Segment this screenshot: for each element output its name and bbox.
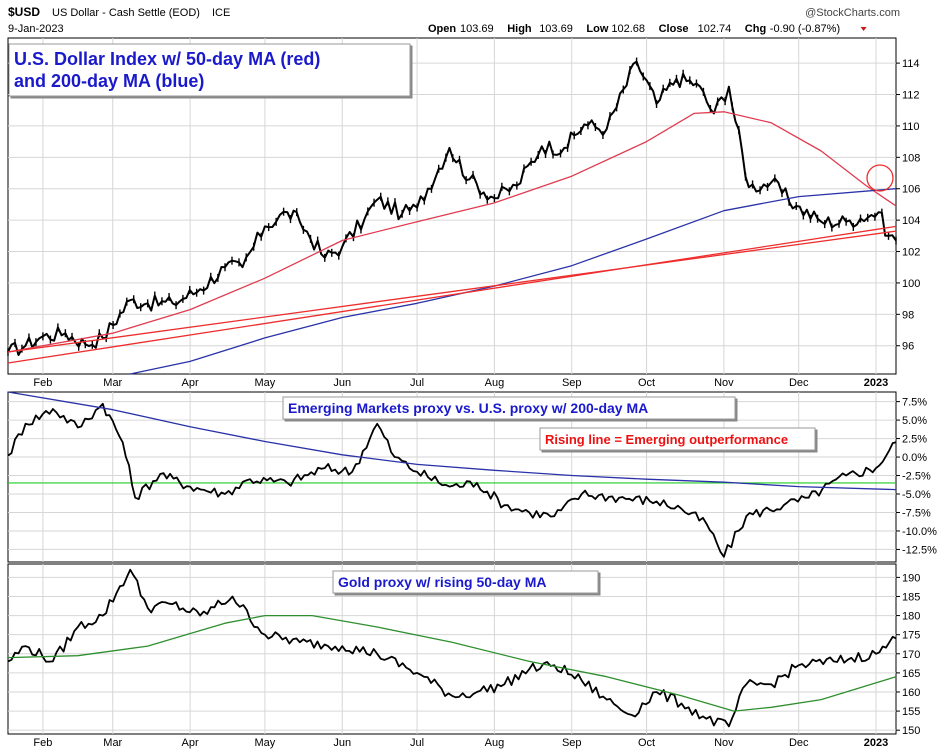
down-arrow-icon: [860, 27, 867, 31]
exchange: ICE: [212, 7, 230, 19]
y-tick-label: 98: [902, 309, 914, 321]
y-tick-label: 110: [902, 121, 920, 133]
price-trendline-line-3: [7, 230, 897, 353]
month-label: Aug: [485, 377, 505, 389]
chart-header: $USD US Dollar - Cash Settle (EOD) ICE 9…: [8, 5, 900, 35]
month-label: Feb: [33, 377, 52, 389]
y-tick-label: 0.0%: [902, 452, 927, 464]
gold-price-line-0: [7, 568, 897, 728]
y-tick-label: 7.5%: [902, 397, 927, 409]
y-tick-label: 165: [902, 668, 920, 680]
y-tick-label: 104: [902, 215, 920, 227]
month-label: Dec: [789, 377, 809, 389]
price-layer: [7, 57, 897, 375]
month-label: Jun: [333, 377, 351, 389]
y-tick-label: 150: [902, 725, 920, 737]
y-tick-label: 155: [902, 706, 920, 718]
y-tick-label: 185: [902, 591, 920, 603]
gold-title-box: Gold proxy w/ rising 50-day MA: [332, 570, 599, 594]
y-tick-label: -5.0%: [902, 489, 931, 501]
emerging-annotation: Rising line = Emerging outperformance: [545, 432, 788, 447]
y-tick-label: 108: [902, 152, 920, 164]
price-panel-subtitle: and 200-day MA (blue): [14, 71, 204, 91]
y-tick-label: -2.5%: [902, 471, 931, 483]
month-label: Oct: [638, 737, 655, 749]
month-label: Apr: [182, 377, 199, 389]
y-tick-label: 112: [902, 90, 920, 102]
y-tick-label: 106: [902, 184, 920, 196]
emerging-y-axis: -12.5% -10.0% -7.5% -5.0% -2.5% 0.0% 2.5% 5.0% 7…: [896, 397, 937, 556]
quote-value-open: 103.69: [460, 23, 494, 35]
y-tick-label: 96: [902, 341, 914, 353]
y-tick-label: 180: [902, 611, 920, 623]
month-label: 2023: [864, 737, 888, 749]
y-tick-label: -10.0%: [902, 526, 937, 538]
y-tick-label: -12.5%: [902, 544, 937, 556]
y-tick-label: 2.5%: [902, 434, 927, 446]
emerging-ma200-line-1: [7, 391, 897, 491]
gold-y-axis: 150 155 160 165 170 175 180 185 190: [896, 572, 920, 737]
month-label: Mar: [103, 737, 122, 749]
month-gridlines: [8, 38, 896, 734]
quote-label-low: Low: [586, 23, 608, 35]
month-label: Jun: [333, 737, 351, 749]
y-tick-label: 160: [902, 687, 920, 699]
price-panel-title: U.S. Dollar Index w/ 50-day MA (red): [14, 49, 320, 69]
month-labels: Feb Feb Mar Mar Apr Apr May May Jun Jun Jul Jul Aug A…: [33, 377, 888, 749]
month-label: Jul: [410, 377, 424, 389]
month-label: Sep: [562, 377, 582, 389]
crossover-highlight-circle: [866, 164, 894, 192]
quote-label-open: Open: [428, 23, 456, 35]
month-label: Nov: [714, 377, 734, 389]
y-tick-label: 114: [902, 58, 920, 70]
month-label: Dec: [789, 737, 809, 749]
y-tick-label: 175: [902, 630, 920, 642]
y-tick-label: 5.0%: [902, 415, 927, 427]
y-tick-label: 190: [902, 572, 920, 584]
month-label: 2023: [864, 377, 888, 389]
y-tick-label: 102: [902, 247, 920, 259]
quote-label-close: Close: [659, 23, 689, 35]
quote-value-close: 102.74: [698, 23, 732, 35]
y-tick-label: -7.5%: [902, 507, 931, 519]
price-title-box: U.S. Dollar Index w/ 50-day MA (red) and…: [8, 43, 411, 97]
emerging-price-line-0: [7, 402, 897, 558]
gold-panel-title: Gold proxy w/ rising 50-day MA: [338, 574, 546, 590]
quote-label-high: High: [507, 23, 532, 35]
month-label: Mar: [103, 377, 122, 389]
y-tick-label: 170: [902, 649, 920, 661]
watermark: @StockCharts.com: [805, 7, 900, 19]
month-label: Jul: [410, 737, 424, 749]
symbol: $USD: [8, 5, 40, 19]
quote-value-low: 102.68: [611, 23, 645, 35]
month-label: Feb: [33, 737, 52, 749]
emerging-panel-title: Emerging Markets proxy vs. U.S. proxy w/…: [288, 400, 648, 416]
month-label: Nov: [714, 737, 734, 749]
quote-label-chg: Chg: [745, 23, 766, 35]
chart-date: 9-Jan-2023: [8, 23, 64, 35]
gold-ma50-line-1: [7, 614, 897, 712]
month-label: May: [255, 737, 276, 749]
quote-value-high: 103.69: [539, 23, 573, 35]
quote-row: Open 103.69 High 103.69 Low 102.68 Close 102.74…: [428, 23, 867, 35]
month-label: Sep: [562, 737, 582, 749]
price-ma50-line-1: [7, 111, 897, 353]
emerging-layer: [7, 391, 897, 558]
description: US Dollar - Cash Settle (EOD): [52, 7, 200, 19]
month-label: Apr: [182, 737, 199, 749]
quote-value-chg: -0.90 (-0.87%): [770, 23, 840, 35]
emerging-annotation-box: Rising line = Emerging outperformance: [539, 427, 816, 451]
month-label: Aug: [485, 737, 505, 749]
gold-layer: [7, 568, 897, 728]
month-label: Oct: [638, 377, 655, 389]
price-y-axis: 96 98 100 102 104 106 108 110 112 114: [896, 58, 920, 353]
price-trendline-line-4: [7, 225, 897, 364]
emerging-title-box: Emerging Markets proxy vs. U.S. proxy w/…: [282, 396, 736, 420]
y-tick-label: 100: [902, 278, 920, 290]
month-label: May: [255, 377, 276, 389]
